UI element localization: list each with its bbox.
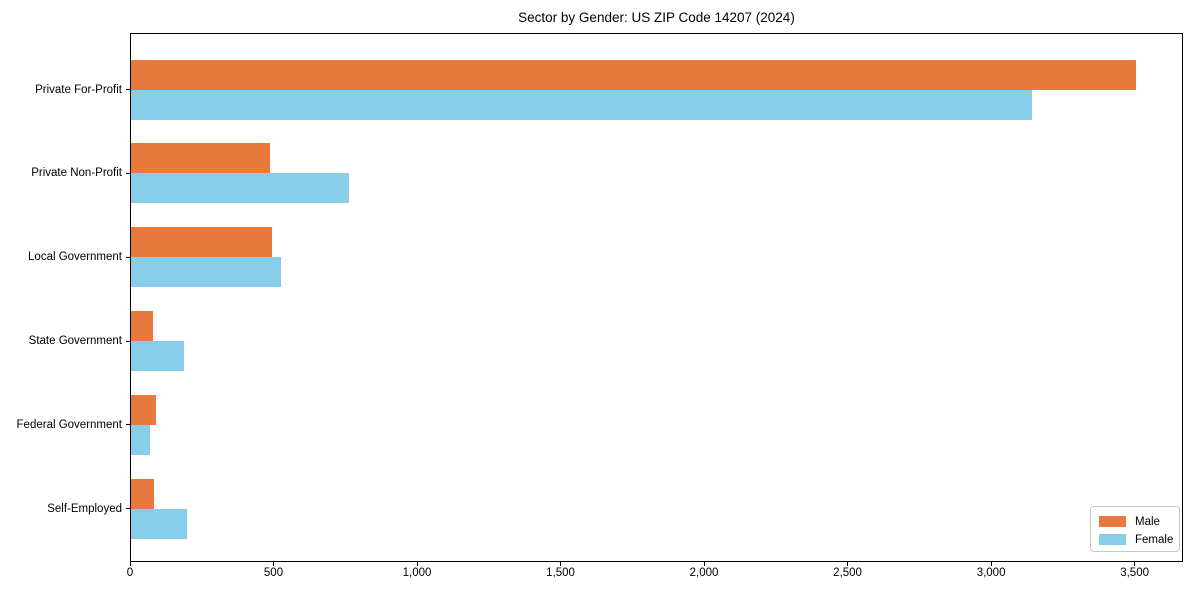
plot-area [130,33,1183,562]
legend-swatch-female [1099,534,1126,545]
x-tick-label: 2,500 [833,567,862,579]
bar-male-1 [131,143,270,174]
x-tick [703,562,705,566]
x-tick [129,562,131,566]
legend-swatch-male [1099,516,1126,527]
legend-label-male: Male [1135,515,1160,528]
bar-female-2 [131,257,282,288]
bar-female-1 [131,173,350,204]
x-tick-label: 2,000 [689,567,719,579]
legend: Male Female [1090,506,1180,552]
x-tick-label: 500 [263,567,284,579]
x-tick-label: 3,000 [976,567,1006,579]
y-tick-label: State Government [28,335,122,348]
y-tick-label: Private Non-Profit [31,167,122,180]
y-tick [126,89,130,90]
legend-item-male: Male [1099,514,1179,529]
bar-female-4 [131,424,150,455]
x-tick [1134,562,1136,566]
x-tick [560,562,562,566]
legend-label-female: Female [1135,533,1174,546]
y-tick [126,340,130,342]
bar-female-5 [131,508,187,539]
legend-item-female: Female [1099,532,1179,547]
bar-male-3 [131,311,154,342]
x-tick-label: 1,500 [546,567,575,579]
x-tick-label: 3,500 [1120,567,1149,579]
y-tick [126,424,130,426]
bar-female-0 [131,89,1033,120]
x-tick-label: 0 [126,567,134,579]
x-tick [847,562,849,566]
y-tick [126,256,130,258]
y-tick [126,508,130,510]
y-tick-label: Local Government [28,251,122,264]
y-tick [126,172,130,174]
y-tick-label: Private For-Profit [35,83,122,96]
x-tick [416,562,418,566]
bar-male-5 [131,478,155,509]
chart-title: Sector by Gender: US ZIP Code 14207 (202… [518,10,795,25]
x-tick-label: 1,000 [402,567,432,579]
bar-male-0 [131,59,1136,90]
bar-male-4 [131,394,156,425]
y-tick-label: Self-Employed [47,502,122,515]
bar-female-3 [131,341,185,372]
bar-male-2 [131,227,272,258]
x-tick [273,562,274,566]
y-tick-label: Federal Government [16,418,122,431]
x-tick [990,562,992,566]
